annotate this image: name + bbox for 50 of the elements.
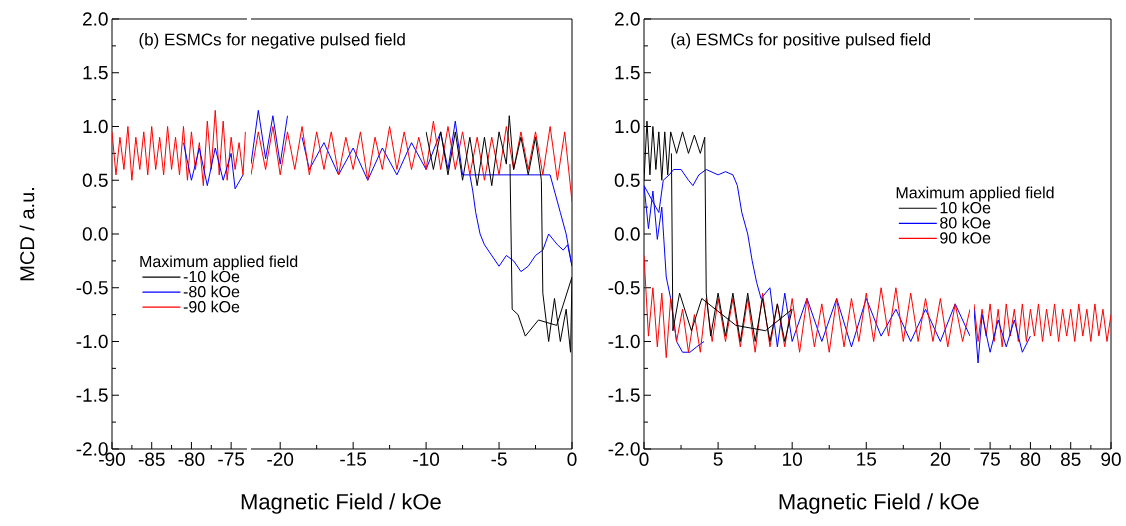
y-tick-label: -1.0 <box>76 334 108 349</box>
x-tick-label: -5 <box>491 452 507 466</box>
y-tick-label: -0.5 <box>608 281 640 295</box>
line-series <box>112 109 246 187</box>
y-axis-title: MCD / a.u. <box>19 188 35 281</box>
y-tick-label: -1.0 <box>608 334 640 349</box>
x-tick-label: 75 <box>980 452 1000 466</box>
x-tick-label: -75 <box>218 452 245 466</box>
x-tick-label: 85 <box>1060 452 1081 466</box>
line-series <box>182 142 244 190</box>
y-tick-label: 2.0 <box>83 12 108 26</box>
x-tick-label: 0 <box>639 452 649 466</box>
x-tick-label: 0 <box>567 452 577 466</box>
x-axis-title: Magnetic Field / kOe <box>779 493 979 514</box>
y-tick-label: 1.5 <box>83 66 108 80</box>
x-tick-label: -20 <box>267 452 294 466</box>
legend-label: -80 kOe <box>183 285 240 298</box>
y-tick-label: 1.0 <box>615 119 640 134</box>
x-tick-label: -80 <box>178 452 205 466</box>
legend-label: 90 kOe <box>940 231 991 244</box>
y-tick-label: 1.5 <box>615 66 640 80</box>
x-tick-label: 20 <box>930 452 951 466</box>
legend-label: 80 kOe <box>940 216 991 229</box>
x-tick-label: -85 <box>138 452 165 466</box>
y-tick-label: -0.5 <box>76 281 108 295</box>
x-axis-title: Magnetic Field / kOe <box>241 493 441 514</box>
x-tick-label: 80 <box>1020 452 1041 466</box>
x-tick-label: 10 <box>783 452 802 466</box>
x-tick-label: 15 <box>857 452 877 466</box>
legend-label: -10 kOe <box>183 270 240 283</box>
x-tick-label: -10 <box>413 452 440 466</box>
x-tick-label: -15 <box>340 452 367 466</box>
y-tick-label: 0.5 <box>614 173 640 187</box>
y-tick-label: -2.0 <box>608 442 640 456</box>
y-tick-label: 0.5 <box>82 173 108 187</box>
y-tick-label: -1.5 <box>76 388 108 402</box>
text: (b) ESMCs for negative pulsed field <box>139 33 405 49</box>
legend-label: -90 kOe <box>183 300 240 313</box>
y-tick-label: 0.0 <box>614 227 640 241</box>
x-tick-label: 5 <box>713 452 723 466</box>
y-tick-label: 1.0 <box>83 119 108 134</box>
x-tick-label: 90 <box>1101 452 1121 466</box>
legend-label: 10 kOe <box>940 201 991 214</box>
text: (a) ESMCs for positive pulsed field <box>671 33 930 49</box>
y-tick-label: 2.0 <box>615 12 640 26</box>
legend-title: Maximum applied field <box>896 186 1054 202</box>
line-series <box>644 254 970 359</box>
y-tick-label: 0.0 <box>82 227 108 241</box>
y-tick-label: -1.5 <box>608 388 640 402</box>
legend-title: Maximum applied field <box>140 255 298 271</box>
